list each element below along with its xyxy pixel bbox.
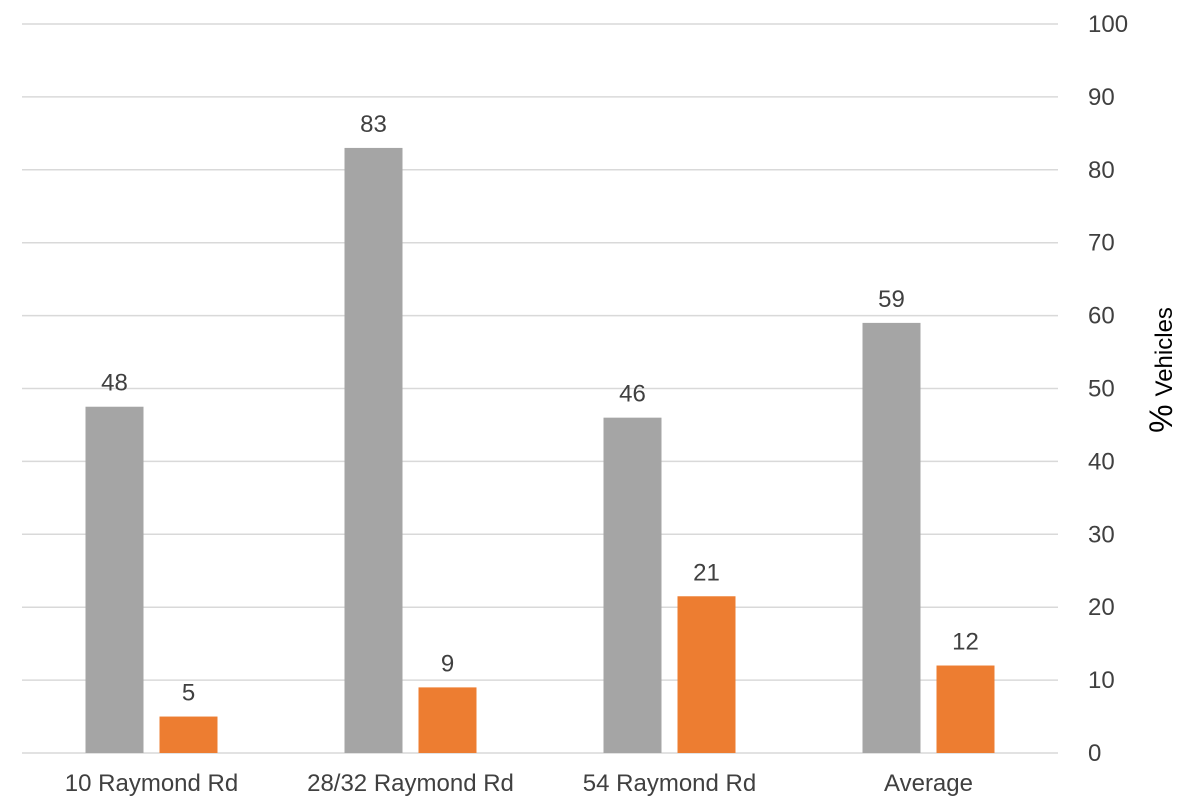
bar-series-1-1 <box>344 147 403 753</box>
bar-series-1-2 <box>603 417 662 753</box>
y-tick-label: 50 <box>1088 376 1115 403</box>
data-label: 5 <box>182 680 195 707</box>
y-tick-label: 20 <box>1088 594 1115 621</box>
x-category-label: 10 Raymond Rd <box>65 770 238 797</box>
bars <box>85 147 995 753</box>
y-tick-label: 70 <box>1088 230 1115 257</box>
y-tick-label: 40 <box>1088 448 1115 475</box>
y-tick-label: 80 <box>1088 157 1115 184</box>
y-tick-label: 90 <box>1088 84 1115 111</box>
bar-series-2-3 <box>936 665 995 753</box>
y-tick-label: 60 <box>1088 303 1115 330</box>
bar-series-2-2 <box>677 596 736 753</box>
gridlines <box>22 23 1058 754</box>
data-label: 46 <box>619 381 646 408</box>
data-labels: 48 5 83 9 46 21 59 12 <box>101 111 979 707</box>
data-label: 83 <box>360 111 387 138</box>
data-label: 9 <box>441 650 454 677</box>
data-label: 21 <box>693 559 720 586</box>
bar-series-1-3 <box>862 322 921 753</box>
y-tick-label: 30 <box>1088 521 1115 548</box>
y-tick-label: 10 <box>1088 667 1115 694</box>
bar-series-1-0 <box>85 406 144 753</box>
data-label: 12 <box>952 629 979 656</box>
y-tick-label: 100 <box>1088 11 1128 38</box>
x-category-label: 54 Raymond Rd <box>583 770 756 797</box>
x-axis-categories: 10 Raymond Rd 28/32 Raymond Rd 54 Raymond … <box>65 770 973 797</box>
bar-series-2-0 <box>159 716 218 753</box>
y-axis-title-symbol: % <box>1143 404 1179 432</box>
y-axis-title-text: Vehicles <box>1151 307 1178 396</box>
data-label: 48 <box>101 370 128 397</box>
x-category-label: Average <box>884 770 973 797</box>
bar-series-2-1 <box>418 687 477 753</box>
y-axis-ticks: 0 10 20 30 40 50 60 70 80 90 100 <box>1088 11 1128 767</box>
x-category-label: 28/32 Raymond Rd <box>307 770 514 797</box>
data-label: 59 <box>878 286 905 313</box>
y-tick-label: 0 <box>1088 740 1101 767</box>
y-axis-title: % Vehicles <box>1143 307 1179 433</box>
